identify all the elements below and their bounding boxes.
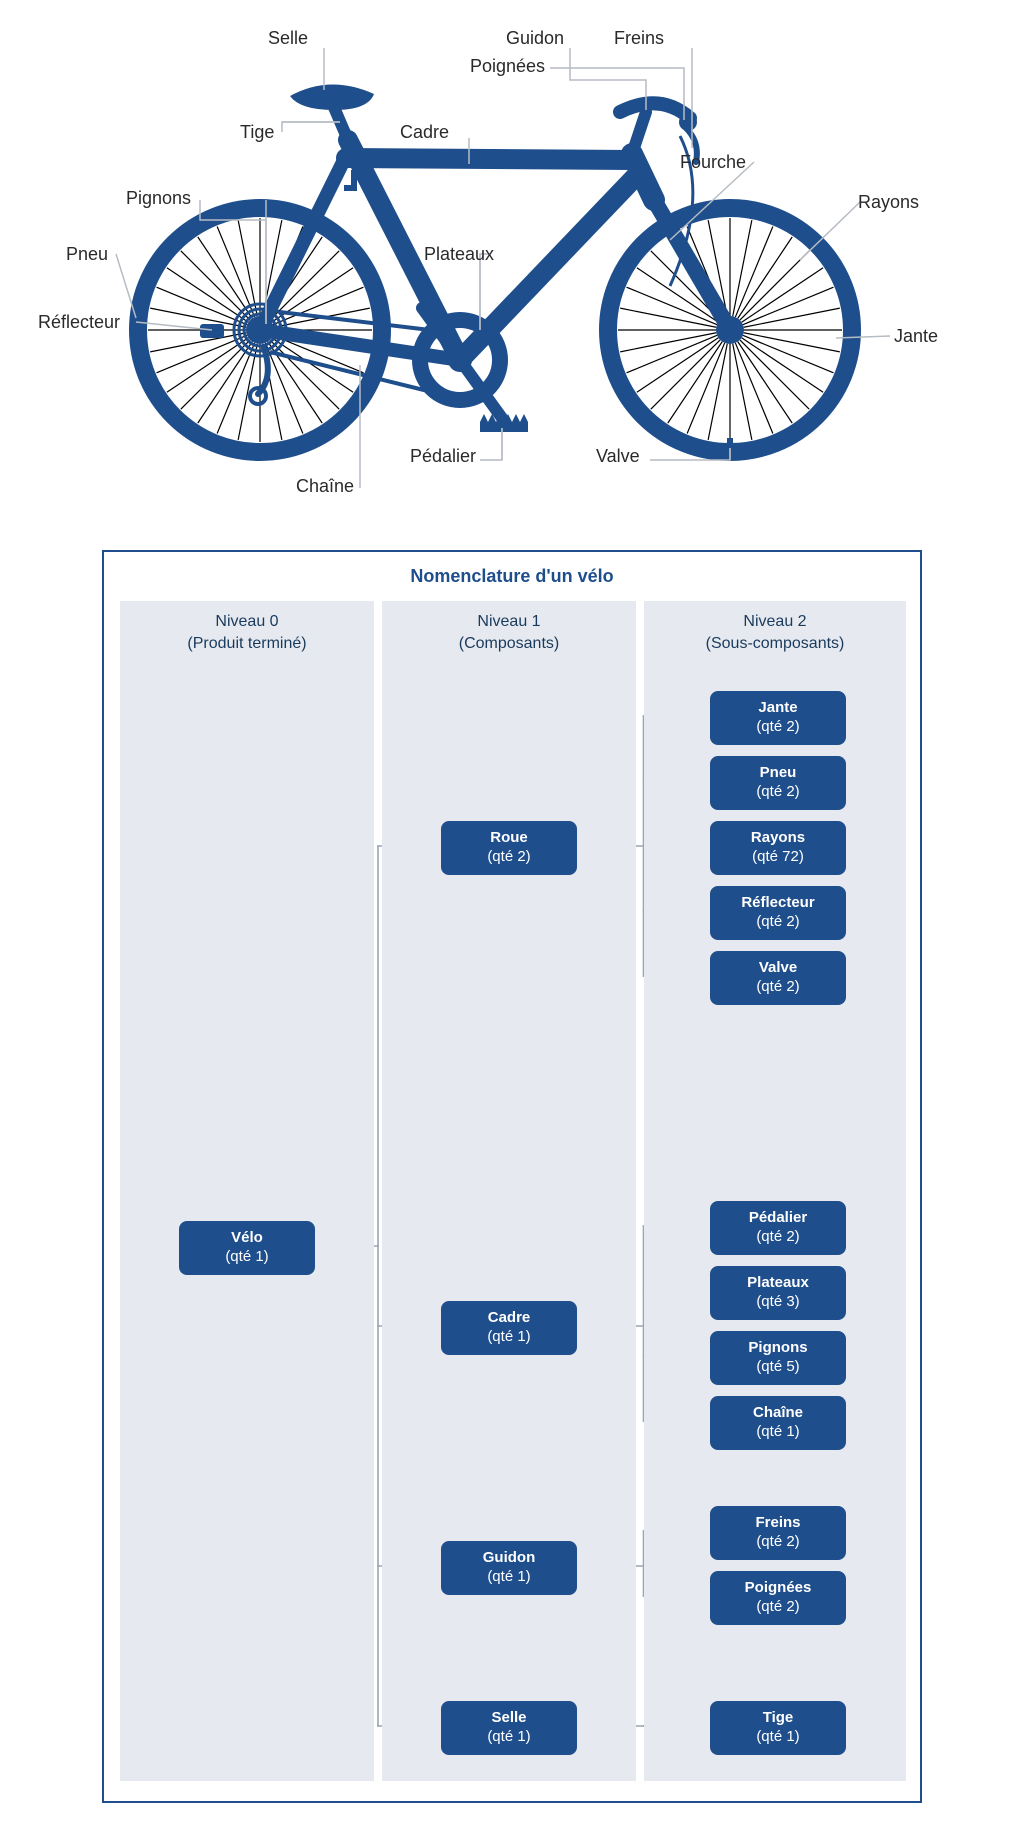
bom-node-qty: (qté 2): [714, 913, 842, 932]
bom-node-qty: (qté 1): [183, 1248, 311, 1267]
bom-node-qty: (qté 5): [714, 1358, 842, 1377]
bom-node-selle: Selle(qté 1): [441, 1701, 577, 1755]
bom-node-qty: (qté 1): [714, 1728, 842, 1747]
bom-node-pedalier: Pédalier(qté 2): [710, 1201, 846, 1255]
bom-node-qty: (qté 2): [714, 1228, 842, 1247]
bom-node-name: Guidon: [445, 1549, 573, 1568]
bom-node-freins: Freins(qté 2): [710, 1506, 846, 1560]
bom-node-name: Plateaux: [714, 1274, 842, 1293]
bom-col-title: Niveau 1: [477, 613, 540, 630]
bom-col-subtitle: (Composants): [459, 635, 559, 652]
bom-node-name: Tige: [714, 1709, 842, 1728]
bom-node-reflecteur: Réflecteur(qté 2): [710, 886, 846, 940]
bom-node-name: Pneu: [714, 764, 842, 783]
bom-node-name: Selle: [445, 1709, 573, 1728]
bom-frame: Nomenclature d'un vélo Niveau 0 (Produit …: [102, 550, 922, 1803]
bicycle-diagram: Selle Guidon Freins Poignées Tige Cadre …: [30, 20, 994, 520]
bom-title: Nomenclature d'un vélo: [120, 566, 904, 587]
bom-col-subtitle: (Sous-composants): [706, 635, 845, 652]
bom-node-rayons: Rayons(qté 72): [710, 821, 846, 875]
bom-node-valve: Valve(qté 2): [710, 951, 846, 1005]
bom-node-name: Roue: [445, 829, 573, 848]
bom-node-velo: Vélo(qté 1): [179, 1221, 315, 1275]
bom-node-chaine: Chaîne(qté 1): [710, 1396, 846, 1450]
bom-node-pneu: Pneu(qté 2): [710, 756, 846, 810]
bom-node-name: Pignons: [714, 1339, 842, 1358]
bom-column: Niveau 1 (Composants): [382, 601, 636, 1781]
bom-node-guidon: Guidon(qté 1): [441, 1541, 577, 1595]
bom-node-qty: (qté 1): [714, 1423, 842, 1442]
bom-col-subtitle: (Produit terminé): [187, 635, 306, 652]
bom-node-jante: Jante(qté 2): [710, 691, 846, 745]
bom-node-qty: (qté 2): [445, 848, 573, 867]
bom-node-name: Jante: [714, 699, 842, 718]
bom-column-header: Niveau 1 (Composants): [382, 611, 636, 654]
bom-node-name: Vélo: [183, 1229, 311, 1248]
bom-node-cadre: Cadre(qté 1): [441, 1301, 577, 1355]
bom-column: Niveau 0 (Produit terminé): [120, 601, 374, 1781]
bom-col-title: Niveau 0: [215, 613, 278, 630]
bom-node-qty: (qté 1): [445, 1728, 573, 1747]
bom-node-tige2: Tige(qté 1): [710, 1701, 846, 1755]
bom-node-name: Cadre: [445, 1309, 573, 1328]
bom-node-qty: (qté 2): [714, 1533, 842, 1552]
bom-node-qty: (qté 72): [714, 848, 842, 867]
bom-node-name: Rayons: [714, 829, 842, 848]
bom-node-name: Poignées: [714, 1579, 842, 1598]
bom-node-roue: Roue(qté 2): [441, 821, 577, 875]
bom-col-title: Niveau 2: [743, 613, 806, 630]
bom-node-name: Valve: [714, 959, 842, 978]
bom-node-qty: (qté 3): [714, 1293, 842, 1312]
bom-node-plateaux: Plateaux(qté 3): [710, 1266, 846, 1320]
bom-column-header: Niveau 2 (Sous-composants): [644, 611, 906, 654]
bom-node-name: Freins: [714, 1514, 842, 1533]
bom-grid: Niveau 0 (Produit terminé) Niveau 1 (Compos…: [120, 601, 906, 1781]
bom-node-name: Réflecteur: [714, 894, 842, 913]
bom-node-name: Chaîne: [714, 1404, 842, 1423]
bom-node-qty: (qté 1): [445, 1568, 573, 1587]
bom-node-qty: (qté 2): [714, 783, 842, 802]
bom-node-qty: (qté 2): [714, 718, 842, 737]
bom-node-pignons2: Pignons(qté 5): [710, 1331, 846, 1385]
bom-node-qty: (qté 2): [714, 1598, 842, 1617]
bom-column-header: Niveau 0 (Produit terminé): [120, 611, 374, 654]
bom-node-poignees: Poignées(qté 2): [710, 1571, 846, 1625]
bicycle-svg: [30, 20, 994, 520]
bom-node-name: Pédalier: [714, 1209, 842, 1228]
bom-node-qty: (qté 1): [445, 1328, 573, 1347]
bom-node-qty: (qté 2): [714, 978, 842, 997]
